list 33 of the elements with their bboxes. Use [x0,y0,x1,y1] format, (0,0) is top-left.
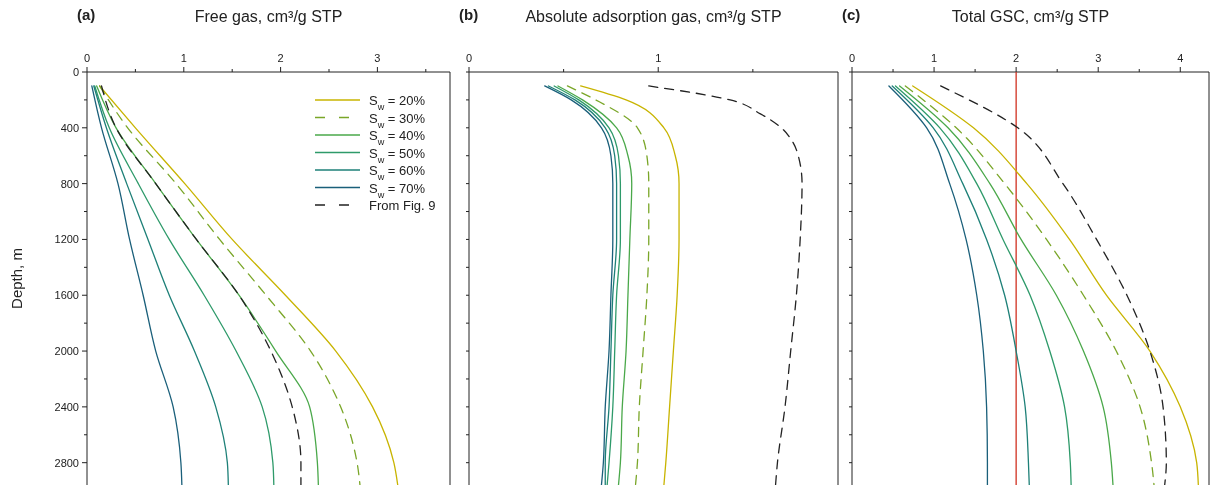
x-axis-title: Total GSC, cm³/g STP [951,8,1110,25]
y-tick-label: 2400 [54,400,79,413]
x-tick-label: 0 [848,52,856,64]
x-tick-label: 1 [655,52,662,64]
x-axis-title: Free gas, cm³/g STP [194,8,343,25]
x-axis-title: Absolute adsorption gas, cm³/g STP [525,8,782,25]
x-tick-label: 4 [1177,52,1184,64]
legend-label: S$_{w}$ = 50% [369,145,426,165]
x-tick-label: 2 [1013,52,1020,64]
x-tick-label: 3 [1095,52,1102,64]
x-tick-label: 0 [83,52,91,64]
legend-label: S$_{w}$ = 20% [369,93,426,112]
x-tick-label: 1 [931,52,938,64]
chart-title: (b) [459,6,479,23]
y-tick-label: 2000 [54,345,79,358]
x-tick-label: 2 [277,52,284,64]
legend-label: S$_{w}$ = 60% [369,163,426,182]
y-tick-label: 800 [60,177,79,190]
y-tick-label: 2800 [54,456,79,469]
x-tick-label: 3 [374,52,381,64]
chart-title: (a) [77,6,96,23]
legend-label: S$_{w}$ = 30% [369,110,426,130]
y-tick-label: 0 [72,66,79,78]
x-tick-label: 1 [180,52,187,64]
x-tick-label: 0 [465,52,473,64]
y-tick-label: 400 [60,121,79,134]
chart-title: (c) [842,6,861,23]
legend-label: S$_{w}$ = 40% [369,128,426,147]
y-tick-label: 1600 [54,289,79,302]
legend-label: From Fig. 9 [369,198,436,213]
legend-label: S$_{w}$ = 70% [369,180,426,200]
y-axis-title: Depth, m [8,248,25,309]
y-tick-label: 1200 [54,233,79,246]
